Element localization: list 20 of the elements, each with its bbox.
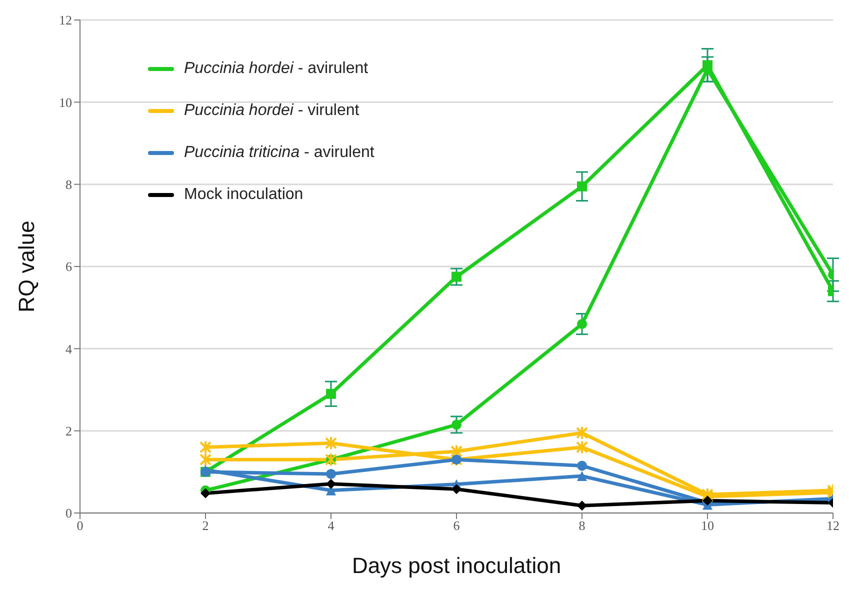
x-tick-label: 0 xyxy=(76,518,84,534)
y-tick-label: 6 xyxy=(66,259,72,274)
y-axis-title: RQ value xyxy=(14,220,39,312)
x-tick-label: 12 xyxy=(826,518,840,534)
y-tick-label: 10 xyxy=(59,94,72,110)
x-tick-label: 6 xyxy=(453,518,460,534)
legend-label: Puccinia hordei - virulent xyxy=(184,102,360,120)
y-tick-label: 0 xyxy=(66,506,72,521)
x-tick-label: 4 xyxy=(328,518,335,534)
y-tick-label: 12 xyxy=(59,12,72,28)
y-tick-label: 4 xyxy=(66,341,72,356)
y-tick-label: 8 xyxy=(66,176,72,192)
x-tick-label: 8 xyxy=(578,518,586,534)
x-axis-title: Days post inoculation xyxy=(352,553,562,578)
legend-label: Mock inoculation xyxy=(184,186,304,204)
y-tick-label: 2 xyxy=(66,423,72,438)
legend-label: Puccinia triticina - avirulent xyxy=(184,144,374,162)
x-tick-label: 2 xyxy=(202,518,209,534)
legend-label: Puccinia hordei - avirulent xyxy=(184,60,368,78)
x-tick-label: 10 xyxy=(701,518,714,534)
